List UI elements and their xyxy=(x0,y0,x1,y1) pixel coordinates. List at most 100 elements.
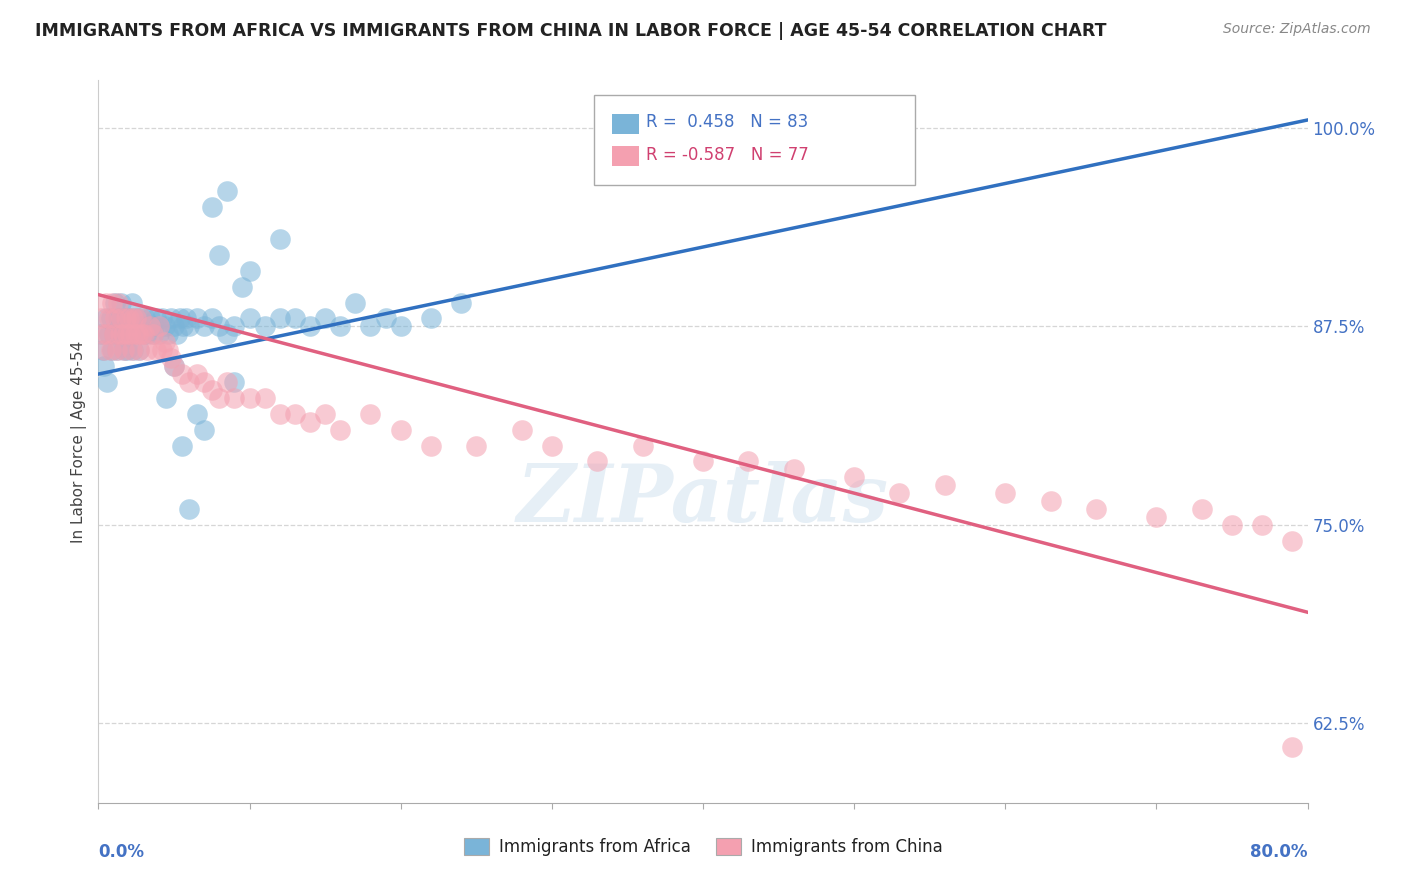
Point xyxy=(127,319,149,334)
Point xyxy=(163,359,186,373)
Point xyxy=(100,343,122,358)
Point xyxy=(131,319,153,334)
Point xyxy=(737,454,759,468)
Point xyxy=(103,327,125,342)
Point xyxy=(90,311,112,326)
Point xyxy=(122,311,145,326)
Point xyxy=(201,200,224,214)
Point xyxy=(111,327,134,342)
Point xyxy=(166,327,188,342)
Point xyxy=(118,319,141,334)
Point xyxy=(156,327,179,342)
Point xyxy=(114,311,136,326)
Point xyxy=(136,319,159,334)
Text: R = -0.587   N = 77: R = -0.587 N = 77 xyxy=(647,145,808,164)
Point xyxy=(174,311,197,326)
Point xyxy=(98,311,121,326)
Point xyxy=(208,248,231,262)
Point xyxy=(172,319,194,334)
Point xyxy=(135,343,157,358)
Point xyxy=(93,359,115,373)
FancyBboxPatch shape xyxy=(613,113,638,134)
Point xyxy=(344,295,367,310)
Point xyxy=(148,319,170,334)
Point xyxy=(215,185,238,199)
Y-axis label: In Labor Force | Age 45-54: In Labor Force | Age 45-54 xyxy=(72,341,87,542)
Point xyxy=(179,375,201,389)
Point xyxy=(153,335,176,350)
Point xyxy=(253,319,276,334)
Point xyxy=(239,264,262,278)
Point xyxy=(121,295,143,310)
Point xyxy=(96,375,118,389)
Point xyxy=(94,295,117,310)
Point xyxy=(94,311,117,326)
Point xyxy=(284,407,307,421)
Point xyxy=(155,391,177,405)
Point xyxy=(389,319,412,334)
Point xyxy=(148,327,170,342)
Point xyxy=(128,343,150,358)
Point xyxy=(111,327,134,342)
Text: ZIPatlas: ZIPatlas xyxy=(517,460,889,538)
Point xyxy=(103,327,125,342)
Legend: Immigrants from Africa, Immigrants from China: Immigrants from Africa, Immigrants from … xyxy=(457,831,949,863)
Point xyxy=(118,311,141,326)
Point xyxy=(1251,517,1274,532)
Point xyxy=(193,375,215,389)
Text: Source: ZipAtlas.com: Source: ZipAtlas.com xyxy=(1223,22,1371,37)
Point xyxy=(540,438,562,452)
Point xyxy=(1085,502,1108,516)
Point xyxy=(389,423,412,437)
Point xyxy=(224,375,246,389)
Point xyxy=(156,343,179,358)
Point xyxy=(90,327,112,342)
Point xyxy=(107,311,129,326)
Point xyxy=(108,327,131,342)
FancyBboxPatch shape xyxy=(613,146,638,166)
Point xyxy=(131,327,153,342)
Point xyxy=(121,327,143,342)
Point xyxy=(120,327,142,342)
Point xyxy=(110,311,132,326)
Point xyxy=(170,438,193,452)
Point xyxy=(450,295,472,310)
Point xyxy=(150,311,173,326)
Point xyxy=(145,343,167,358)
Point xyxy=(420,438,443,452)
Point xyxy=(139,319,162,334)
Point xyxy=(186,367,208,381)
Point xyxy=(120,311,142,326)
Point xyxy=(125,311,148,326)
Point xyxy=(142,327,165,342)
Point xyxy=(844,470,866,484)
Point xyxy=(299,319,322,334)
Text: R =  0.458   N = 83: R = 0.458 N = 83 xyxy=(647,113,808,131)
Point xyxy=(129,311,152,326)
Point xyxy=(269,232,291,246)
Point xyxy=(150,343,173,358)
Point xyxy=(115,343,138,358)
Point xyxy=(132,327,155,342)
Point xyxy=(124,327,146,342)
Point xyxy=(299,415,322,429)
Point xyxy=(1039,494,1062,508)
Point xyxy=(510,423,533,437)
Point xyxy=(104,295,127,310)
Point xyxy=(91,343,114,358)
Point xyxy=(314,407,336,421)
Point xyxy=(125,311,148,326)
Point xyxy=(163,359,186,373)
Point xyxy=(586,454,609,468)
Point xyxy=(107,295,129,310)
Point xyxy=(160,311,183,326)
Point xyxy=(692,454,714,468)
Point xyxy=(127,327,149,342)
Point xyxy=(215,375,238,389)
Point xyxy=(360,407,382,421)
Point xyxy=(132,327,155,342)
Point xyxy=(193,319,215,334)
Point xyxy=(121,343,143,358)
Point xyxy=(239,391,262,405)
Point xyxy=(142,327,165,342)
